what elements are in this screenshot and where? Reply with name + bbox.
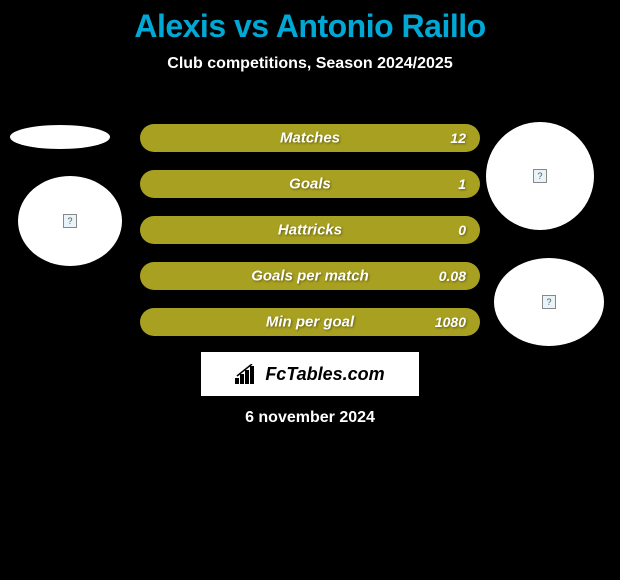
- player1-circle: ?: [18, 176, 122, 266]
- stat-value: 1080: [435, 314, 466, 330]
- logo-chart-icon: [235, 364, 259, 384]
- stat-row-goals: Goals 1: [140, 170, 480, 198]
- stat-row-min-per-goal: Min per goal 1080: [140, 308, 480, 336]
- stat-label: Goals per match: [251, 268, 369, 285]
- stat-row-matches: Matches 12: [140, 124, 480, 152]
- logo-box: FcTables.com: [201, 352, 419, 396]
- image-placeholder-icon: ?: [542, 295, 556, 309]
- stat-value: 0: [458, 222, 466, 238]
- stat-label: Matches: [280, 130, 340, 147]
- player2-circle-bottom: ?: [494, 258, 604, 346]
- player1-ellipse-top: [10, 125, 110, 149]
- logo-text: FcTables.com: [265, 364, 384, 385]
- bar-left: [140, 170, 310, 198]
- stat-label: Goals: [289, 176, 331, 193]
- image-placeholder-icon: ?: [533, 169, 547, 183]
- stat-label: Hattricks: [278, 222, 342, 239]
- stat-row-goals-per-match: Goals per match 0.08: [140, 262, 480, 290]
- stat-value: 12: [450, 130, 466, 146]
- stat-label: Min per goal: [266, 314, 354, 331]
- stat-row-hattricks: Hattricks 0: [140, 216, 480, 244]
- image-placeholder-icon: ?: [63, 214, 77, 228]
- date-text: 6 november 2024: [0, 409, 620, 427]
- bar-right: [310, 170, 480, 198]
- stat-value: 1: [458, 176, 466, 192]
- stat-value: 0.08: [439, 268, 466, 284]
- page-title: Alexis vs Antonio Raillo: [0, 0, 620, 45]
- subtitle: Club competitions, Season 2024/2025: [0, 55, 620, 73]
- player2-circle-top: ?: [486, 122, 594, 230]
- stats-bars: Matches 12 Goals 1 Hattricks 0 Goals per…: [140, 124, 480, 354]
